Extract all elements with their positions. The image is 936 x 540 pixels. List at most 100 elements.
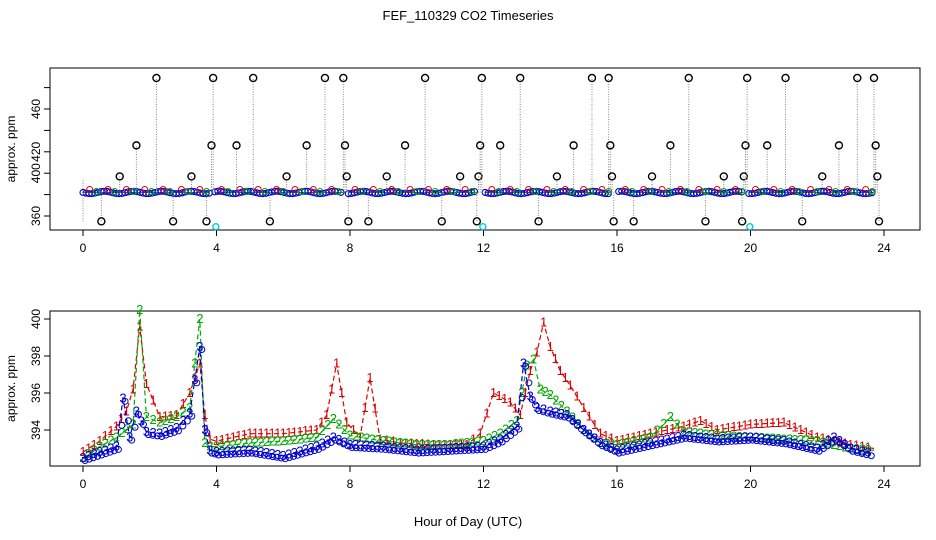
series-3-marker: 3 [764, 431, 771, 446]
green-point [758, 187, 766, 195]
series-1-marker: 1 [263, 426, 270, 441]
series-3-marker: 3 [307, 440, 314, 455]
series-3-circle [406, 448, 414, 456]
series-2-marker: 2 [252, 435, 259, 450]
series-2-marker: 2 [680, 424, 687, 439]
series-1-marker: 1 [708, 419, 715, 434]
series-3-circle [602, 444, 610, 452]
series-2-marker: 2 [435, 437, 442, 452]
series-1-marker: 1 [196, 355, 203, 370]
series-3-marker: 3 [697, 429, 704, 444]
series-2-marker: 2 [769, 431, 776, 446]
series-3-circle [811, 446, 819, 454]
x-tick-label: 8 [347, 477, 354, 491]
series-1-marker: 1 [533, 344, 540, 359]
series-2-marker: 2 [480, 433, 487, 448]
series-2-marker: 2 [830, 437, 837, 452]
series-1-marker: 1 [149, 392, 156, 407]
series-2-marker: 2 [859, 441, 866, 456]
series-3-marker: 3 [230, 443, 237, 458]
series-2-marker: 2 [563, 404, 570, 419]
series-3-circle [124, 417, 132, 425]
green-point [261, 187, 269, 195]
red-point [561, 185, 569, 193]
series-2-marker: 2 [302, 431, 309, 446]
series-3-circle [707, 437, 715, 445]
series-3-marker: 3 [613, 442, 620, 457]
series-1-marker: 1 [206, 431, 213, 446]
green-point [202, 187, 210, 195]
excursion-point [818, 172, 827, 181]
red-point [328, 185, 336, 193]
series-3-marker: 3 [714, 431, 721, 446]
series-1-marker: 1 [725, 420, 732, 435]
series-2-marker: 2 [441, 437, 448, 452]
series-2-marker: 2 [313, 429, 320, 444]
excursion-point [420, 73, 430, 83]
series-1-marker: 1 [791, 420, 798, 435]
series-1-marker: 1 [91, 437, 98, 452]
series-3-circle [849, 447, 857, 455]
series-3-marker: 3 [591, 431, 598, 446]
series-3-marker: 3 [480, 439, 487, 454]
series-1-marker: 1 [318, 415, 325, 430]
series-3-circle [102, 450, 110, 458]
series-3-circle [377, 445, 385, 453]
series-3-circle [494, 440, 502, 448]
series-3-circle [298, 450, 306, 458]
green-point [92, 187, 100, 195]
series-1-marker: 1 [527, 363, 534, 378]
green-point [298, 187, 306, 195]
red-point [141, 185, 149, 193]
series-3-circle [198, 346, 206, 354]
series-2-marker: 2 [263, 434, 270, 449]
red-point [291, 185, 299, 193]
series-3-circle [444, 448, 452, 456]
series-3-marker: 3 [458, 440, 465, 455]
series-1-marker: 1 [447, 437, 454, 452]
series-3-circle [256, 451, 264, 459]
series-3-marker: 3 [675, 429, 682, 444]
red-point [543, 185, 551, 193]
red-point [580, 185, 588, 193]
series-3-circle [436, 448, 444, 456]
series-1-marker: 1 [343, 415, 350, 430]
series-3-circle [340, 440, 348, 448]
series-3-circle [561, 413, 569, 421]
series-2-marker: 2 [218, 438, 225, 453]
series-3-circle [144, 431, 152, 439]
series-1-marker: 1 [675, 420, 682, 435]
series-3-circle [223, 451, 231, 459]
series-3-marker: 3 [201, 422, 208, 437]
series-3-circle [203, 429, 211, 437]
series-1-marker: 1 [597, 426, 604, 441]
series-3-circle [252, 450, 260, 458]
series-3-circle [327, 438, 335, 446]
series-3-circle [411, 449, 419, 457]
series-1-marker: 1 [257, 426, 264, 441]
series-1-marker: 1 [470, 431, 477, 446]
series-1-marker: 1 [96, 433, 103, 448]
series-3-marker: 3 [652, 434, 659, 449]
series-1-marker: 1 [641, 427, 648, 442]
series-2-marker: 2 [853, 441, 860, 456]
series-3-circle [728, 437, 736, 445]
series-1-marker: 1 [573, 389, 580, 404]
series-3-circle [786, 441, 794, 449]
excursion-point [853, 73, 862, 83]
excursion-point [739, 172, 749, 181]
series-2-marker: 2 [180, 404, 187, 419]
red-point [640, 185, 648, 193]
series-3-circle [94, 452, 102, 460]
red-point [443, 185, 451, 193]
series-2-marker: 2 [608, 436, 615, 451]
series-1-marker: 1 [714, 422, 721, 437]
series-2-marker: 2 [636, 432, 643, 447]
series-2-marker: 2 [791, 432, 798, 447]
excursion-point [587, 73, 597, 83]
series-2-marker: 2 [691, 425, 698, 440]
series-1-marker: 1 [769, 415, 776, 430]
series-3-marker: 3 [330, 429, 337, 444]
series-2-marker: 2 [447, 437, 454, 452]
series-3-marker: 3 [302, 442, 309, 457]
